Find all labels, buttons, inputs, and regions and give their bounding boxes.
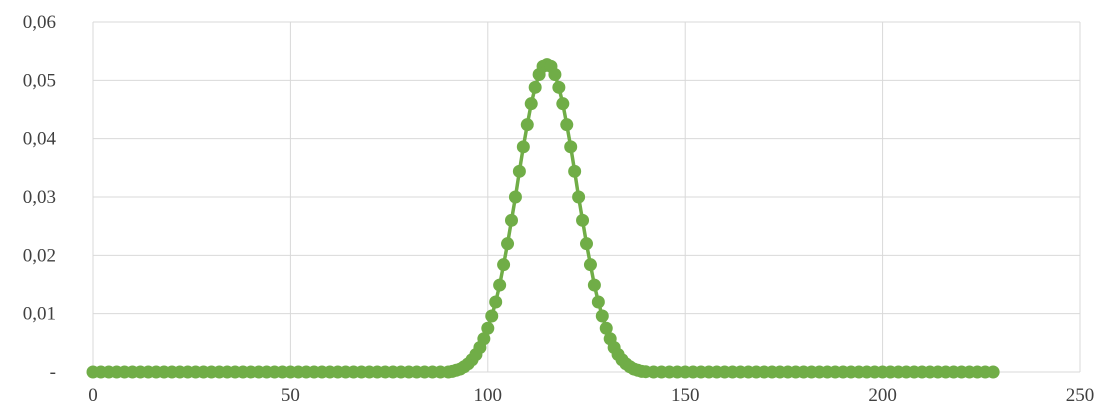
data-point [489,295,503,309]
data-point [524,97,538,111]
y-tick-label: 0,03 [23,187,56,208]
data-point [595,309,609,323]
data-point [587,278,601,292]
y-axis-tick-labels: - 0,01 0,02 0,03 0,04 0,05 0,06 [23,12,57,383]
data-point [528,80,542,94]
data-point [516,140,530,154]
series-line [93,62,994,374]
y-tick-label: 0,05 [23,70,56,91]
data-point [504,213,518,227]
data-point [599,321,613,335]
data-point [481,321,495,335]
data-point [477,332,491,346]
data-point [986,365,1000,379]
data-point [552,80,566,94]
data-point [572,190,586,204]
data-point [520,118,534,132]
y-tick-label: 0,04 [23,129,57,150]
y-tick-label: - [50,362,56,383]
x-tick-label: 250 [1066,385,1095,406]
x-axis-tick-labels: 0 50 100 150 200 250 [88,385,1094,406]
data-point [564,140,578,154]
data-point [501,237,515,251]
data-point [576,213,590,227]
data-point [485,309,499,323]
data-point [591,295,605,309]
data-point [580,237,593,251]
data-point [508,190,522,204]
data-point [512,164,526,178]
data-point [568,164,582,178]
data-point [548,68,562,81]
data-point [583,258,597,272]
data-points [86,58,1000,379]
data-point [497,258,511,272]
x-tick-label: 50 [281,385,300,406]
x-tick-label: 100 [474,385,503,406]
x-tick-label: 0 [88,385,98,406]
x-tick-label: 200 [868,385,897,406]
y-tick-label: 0,02 [23,245,56,266]
y-tick-label: 0,01 [23,304,56,325]
data-point [493,278,507,292]
x-tick-label: 150 [671,385,700,406]
data-point [556,97,570,111]
y-tick-label: 0,06 [23,12,56,33]
data-point [560,118,574,132]
grid [92,21,1081,373]
